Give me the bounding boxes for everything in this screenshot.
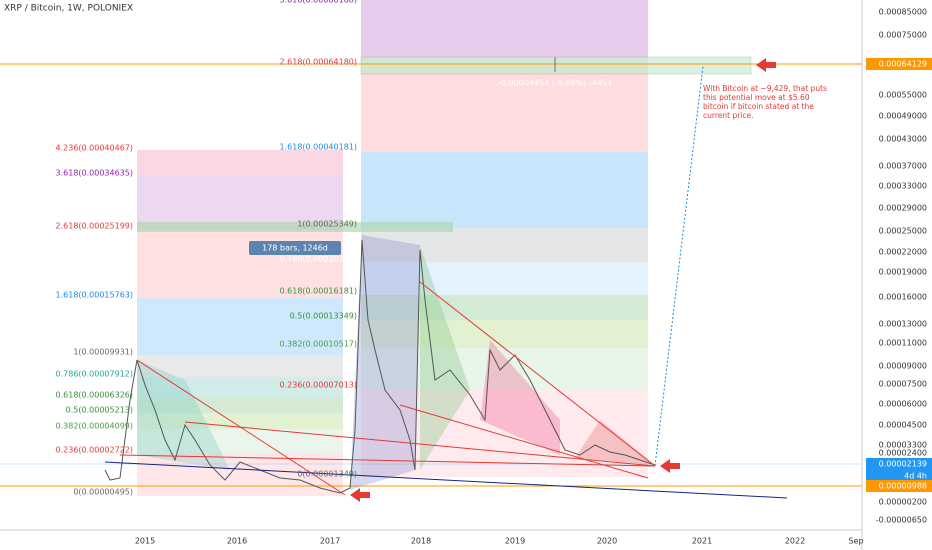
fib-label: 0(0.00000495) — [73, 488, 133, 497]
price-label: 0.00075000 — [879, 31, 927, 40]
fib-label: 0.786(0.00020213) — [280, 255, 358, 264]
target-box — [360, 56, 752, 75]
zone — [137, 298, 343, 355]
price-label: 0.00013000 — [879, 320, 927, 329]
price-label: 0.00011000 — [879, 339, 927, 348]
price-label: 0.00022000 — [879, 248, 927, 257]
fib-label: 0.236(0.00007013) — [280, 381, 358, 390]
price-label: 0.00002139 — [879, 460, 927, 469]
target-box — [137, 222, 453, 232]
fib-label: 0.382(0.00004099) — [56, 422, 134, 431]
zone — [137, 355, 343, 377]
price-label: 0.00064129 — [879, 60, 927, 69]
fib-label: 0.236(0.00002722) — [56, 446, 134, 455]
fib-label: 1.618(0.00015763) — [56, 291, 134, 300]
trendlines — [119, 281, 656, 496]
time-label: 2019 — [505, 537, 525, 546]
time-label: 2017 — [320, 537, 340, 546]
price-label: -0.00000650 — [876, 516, 927, 525]
fib-label: 3.618(0.00034635) — [56, 169, 134, 178]
zone — [137, 453, 343, 496]
measure-label: 178 bars, 1246d — [262, 244, 328, 253]
fib-label: 0(0.00001349) — [297, 470, 357, 479]
pattern — [480, 340, 560, 455]
zone — [361, 228, 648, 262]
price-label: 0.00000200 — [879, 498, 927, 507]
fib-label: 2.618(0.00025199) — [56, 222, 134, 231]
price-label: 0.00043000 — [879, 135, 927, 144]
annotation: With Bitcoin at ~9,429, that puts this p… — [703, 84, 827, 120]
fib-label: 1(0.00009931) — [73, 348, 133, 357]
price-label: 0.00000988 — [879, 482, 927, 491]
projection — [654, 65, 704, 467]
fib-label: 0.5(0.00005213) — [66, 406, 133, 415]
fib-label: 1.618(0.00040181) — [280, 143, 358, 152]
price-label: 0.00049000 — [879, 112, 927, 121]
zone — [361, 295, 648, 320]
fib-label: 1(0.00025349) — [297, 220, 357, 229]
price-tag — [866, 58, 932, 70]
zone — [361, 70, 648, 152]
price-label: 0.00004500 — [879, 421, 927, 430]
time-label: 2018 — [411, 537, 431, 546]
price-label: 0.00003300 — [879, 441, 927, 450]
fib-label: 0.382(0.00010517) — [280, 340, 358, 349]
pattern — [350, 235, 420, 490]
price-label: 4d 4h — [904, 472, 927, 481]
fib-label: 0.618(0.00006326) — [56, 391, 134, 400]
time-label: 2020 — [597, 537, 617, 546]
zone — [137, 176, 343, 230]
zone — [137, 413, 343, 429]
price-label: 0.00085000 — [879, 8, 927, 17]
zone — [361, 152, 648, 228]
chart-title: XRP / Bitcoin, 1W, POLONIEX — [4, 4, 133, 14]
price-tag — [866, 470, 932, 481]
price-label: 0.00025000 — [879, 227, 927, 236]
fib-label: 0.618(0.00016181) — [280, 287, 358, 296]
pattern — [137, 360, 230, 470]
price-label: 0.00006000 — [879, 400, 927, 409]
zone — [361, 0, 648, 57]
price-line — [104, 239, 656, 494]
zone — [137, 150, 343, 176]
price-label: 0.00007500 — [879, 380, 927, 389]
zone — [361, 262, 648, 295]
pattern — [575, 420, 655, 465]
zone — [137, 377, 343, 398]
pattern — [420, 245, 470, 470]
zone — [361, 320, 648, 348]
price-tag — [866, 480, 932, 492]
fib-label: 0.5(0.00013349) — [290, 312, 357, 321]
zone — [137, 398, 343, 413]
zone — [361, 348, 648, 390]
fib-label: 3.618(0.00086188) — [280, 0, 358, 5]
zone — [137, 429, 343, 453]
time-label: 2016 — [227, 537, 247, 546]
price-label: 0.00029000 — [879, 204, 927, 213]
time-label: 2021 — [692, 537, 712, 546]
fib-label: 4.236(0.00040467) — [56, 144, 134, 153]
delta-label: -0.00004454 (-6.68%) -4454 — [498, 79, 612, 88]
price-label: 0.00055000 — [879, 91, 927, 100]
price-label: 0.00002400 — [879, 449, 927, 458]
time-label: Sep — [848, 537, 863, 546]
time-label: 2015 — [135, 537, 155, 546]
time-label: 2022 — [785, 537, 805, 546]
price-label: 0.00037000 — [879, 162, 927, 171]
arrows — [350, 58, 776, 502]
measure-box — [249, 241, 341, 255]
trendline — [104, 461, 788, 499]
price-label: 0.00019000 — [879, 268, 927, 277]
fib-label: 2.618(0.00064180) — [280, 58, 358, 67]
price-label: 0.00033000 — [879, 182, 927, 191]
price-label: 0.00009000 — [879, 362, 927, 371]
price-label: 0.00016000 — [879, 293, 927, 302]
fib-label: 0.786(0.00007912) — [56, 370, 134, 379]
price-tag — [866, 458, 932, 470]
